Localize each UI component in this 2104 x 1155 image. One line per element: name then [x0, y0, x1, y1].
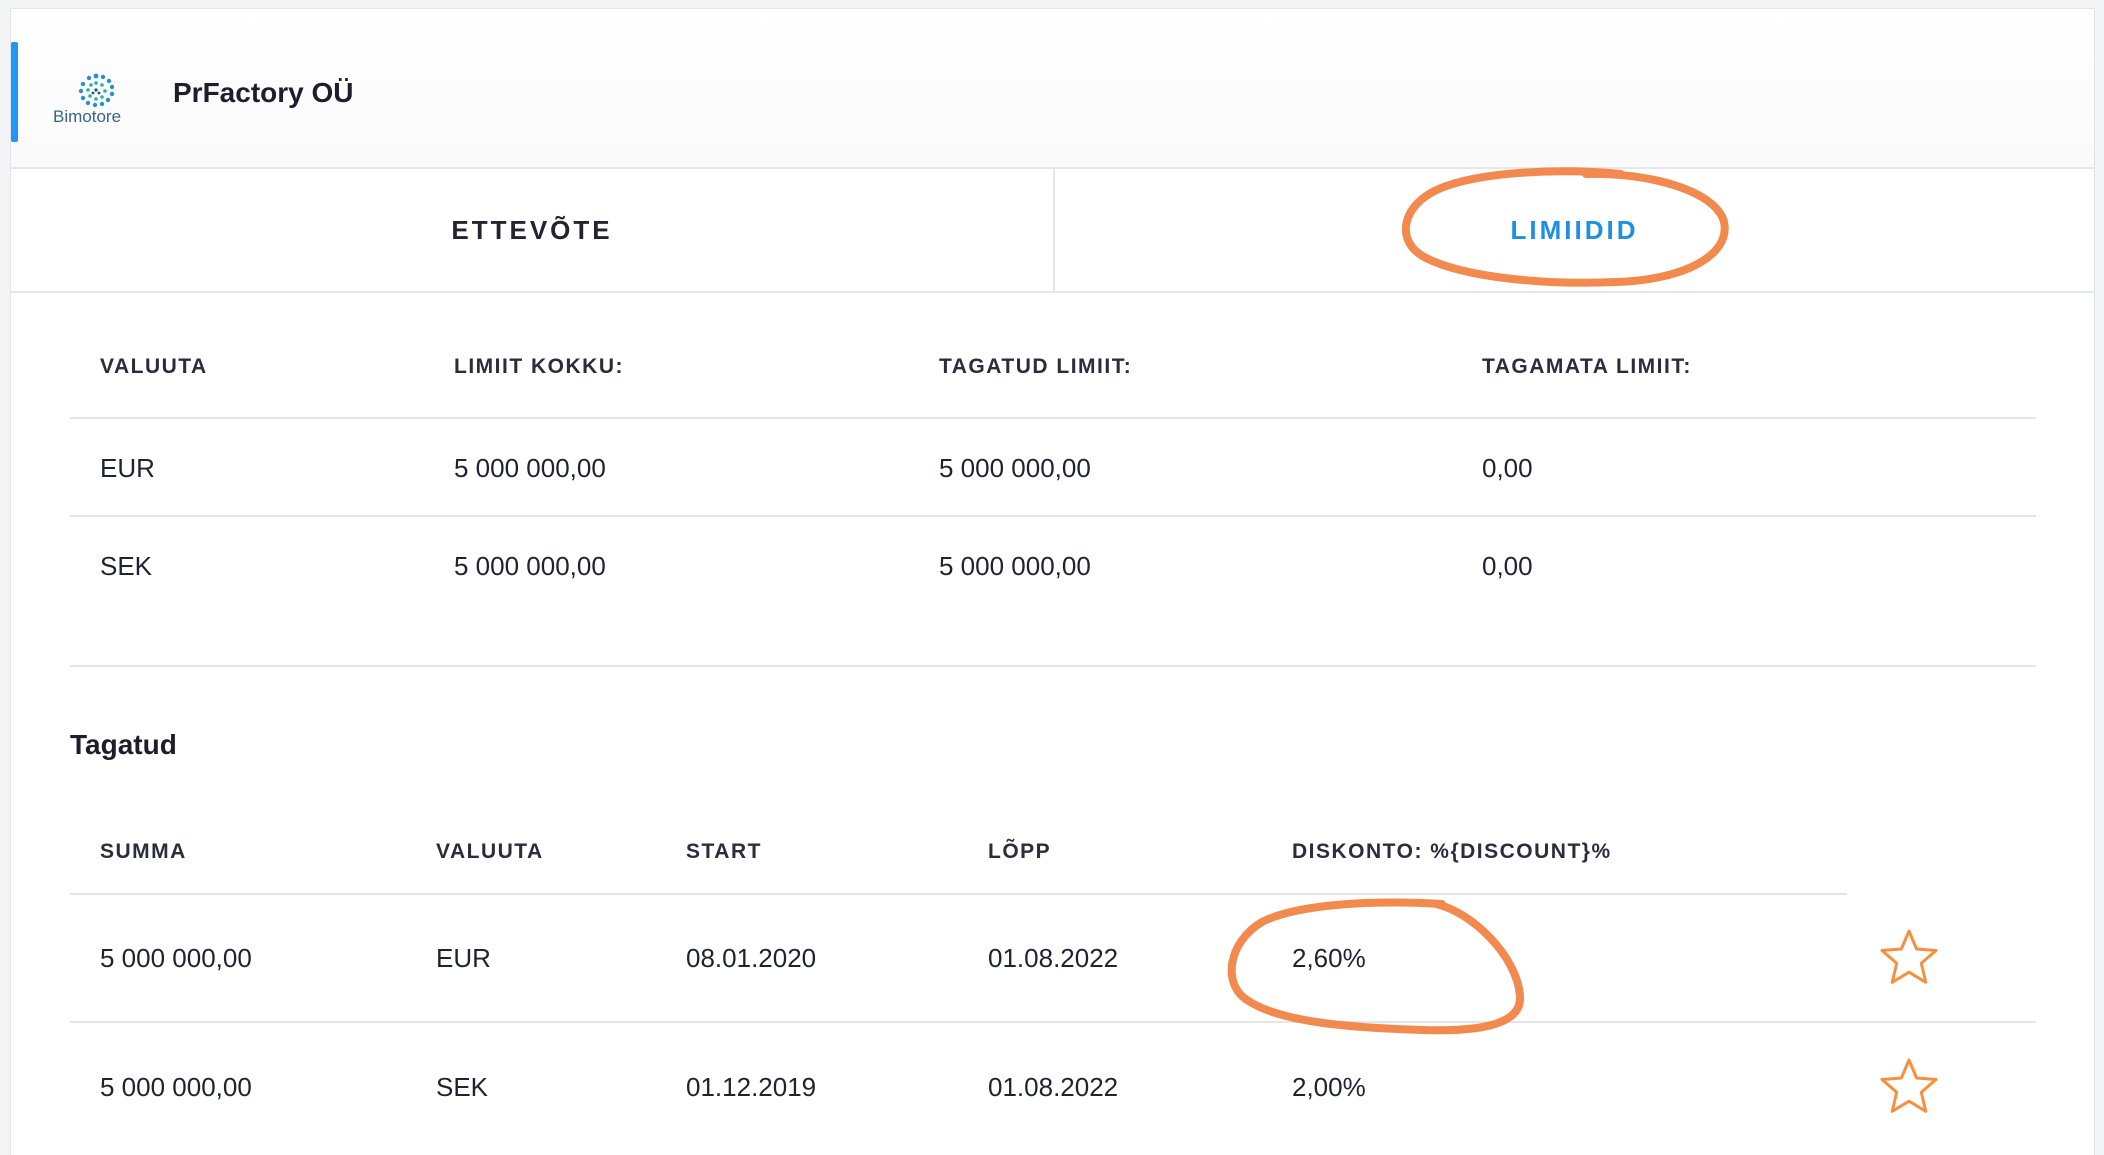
cell-discount: 2,60%	[1292, 943, 1366, 973]
logo-text: Bimotore	[53, 107, 122, 126]
cell-amount: 5 000 000,00	[100, 1072, 252, 1102]
company-name: PrFactory OÜ	[173, 77, 354, 108]
cell-start-date: 08.01.2020	[686, 943, 817, 973]
cell-unsecured-limit: 0,00	[1482, 453, 1533, 483]
tab-limits[interactable]: LIMIIDID	[1510, 214, 1639, 245]
column-header-secured-limit: TAGATUD LIMIIT:	[939, 355, 1133, 378]
divider	[70, 515, 2036, 517]
divider	[70, 893, 1847, 895]
column-header-discount: DISKONTO: %{DISCOUNT}%	[1292, 840, 1612, 863]
divider	[70, 417, 2036, 419]
cell-currency: SEK	[436, 1072, 489, 1102]
star-outline-icon[interactable]	[1879, 927, 1939, 987]
tab-company[interactable]: ETTEVÕTE	[11, 169, 1055, 291]
company-card: Bimotore PrFactory OÜ ETTEVÕTE LIMIIDID …	[10, 8, 2095, 1155]
column-header-amount: SUMMA	[100, 840, 187, 863]
section-title-secured: Tagatud	[70, 729, 177, 760]
column-header-total-limit: LIMIIT KOKKU:	[454, 355, 624, 378]
column-header-unsecured-limit: TAGAMATA LIMIIT:	[1482, 355, 1692, 378]
cell-secured-limit: 5 000 000,00	[939, 453, 1091, 483]
divider	[70, 665, 2036, 667]
column-header-start: START	[686, 840, 762, 863]
cell-currency: EUR	[100, 453, 155, 483]
column-header-currency: VALUUTA	[436, 840, 544, 863]
selection-indicator	[11, 42, 18, 142]
company-header: Bimotore PrFactory OÜ	[11, 9, 2094, 169]
column-header-currency: VALUUTA	[100, 355, 208, 378]
column-header-end: LÕPP	[988, 840, 1052, 863]
cell-total-limit: 5 000 000,00	[454, 551, 606, 581]
star-outline-icon[interactable]	[1879, 1056, 1939, 1116]
cell-end-date: 01.08.2022	[988, 943, 1119, 973]
cell-discount: 2,00%	[1292, 1072, 1366, 1102]
cell-amount: 5 000 000,00	[100, 943, 252, 973]
cell-total-limit: 5 000 000,00	[454, 453, 606, 483]
divider	[70, 1021, 2036, 1023]
cell-end-date: 01.08.2022	[988, 1072, 1119, 1102]
cell-currency: EUR	[436, 943, 491, 973]
cell-unsecured-limit: 0,00	[1482, 551, 1533, 581]
cell-currency: SEK	[100, 551, 153, 581]
bimotore-logo-icon	[78, 73, 115, 108]
tab-bar: ETTEVÕTE LIMIIDID	[11, 169, 2094, 293]
cell-start-date: 01.12.2019	[686, 1072, 817, 1102]
cell-secured-limit: 5 000 000,00	[939, 551, 1091, 581]
